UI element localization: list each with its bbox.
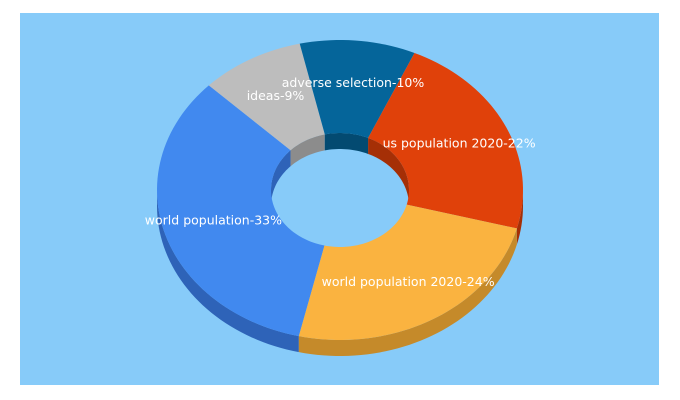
donut-chart: world population-33% ideas-9%adverse sele… bbox=[145, 40, 536, 356]
slice-inner-wall-0 bbox=[271, 150, 291, 206]
slice-side-4 bbox=[298, 228, 517, 356]
slice-2[interactable] bbox=[299, 40, 415, 138]
slice-inner-wall-1 bbox=[290, 134, 325, 167]
slice-0[interactable] bbox=[157, 85, 325, 337]
slice-1[interactable] bbox=[208, 43, 325, 151]
slice-label-1: ideas-9% bbox=[247, 88, 305, 103]
slice-3[interactable] bbox=[368, 52, 523, 229]
slice-inner-wall-2 bbox=[324, 133, 369, 154]
slice-label-layer: world population-33% ideas-9%adverse sele… bbox=[145, 75, 536, 289]
slice-label-3: us population 2020-22% bbox=[383, 136, 536, 151]
chart-background-panel: world population-33% ideas-9% adverse sele… bbox=[20, 13, 659, 385]
slice-4[interactable] bbox=[298, 204, 517, 340]
slice-label-4: world population 2020-24% bbox=[322, 274, 495, 289]
slice-label-2: adverse selection-10% bbox=[282, 75, 425, 90]
donut-side-layer bbox=[157, 133, 523, 356]
slice-inner-wall-3 bbox=[368, 137, 409, 206]
slice-label-0: world population-33% bbox=[145, 212, 282, 227]
donut-top-layer bbox=[157, 40, 523, 340]
slice-side-0 bbox=[157, 190, 299, 353]
slice-side-3 bbox=[516, 190, 523, 245]
